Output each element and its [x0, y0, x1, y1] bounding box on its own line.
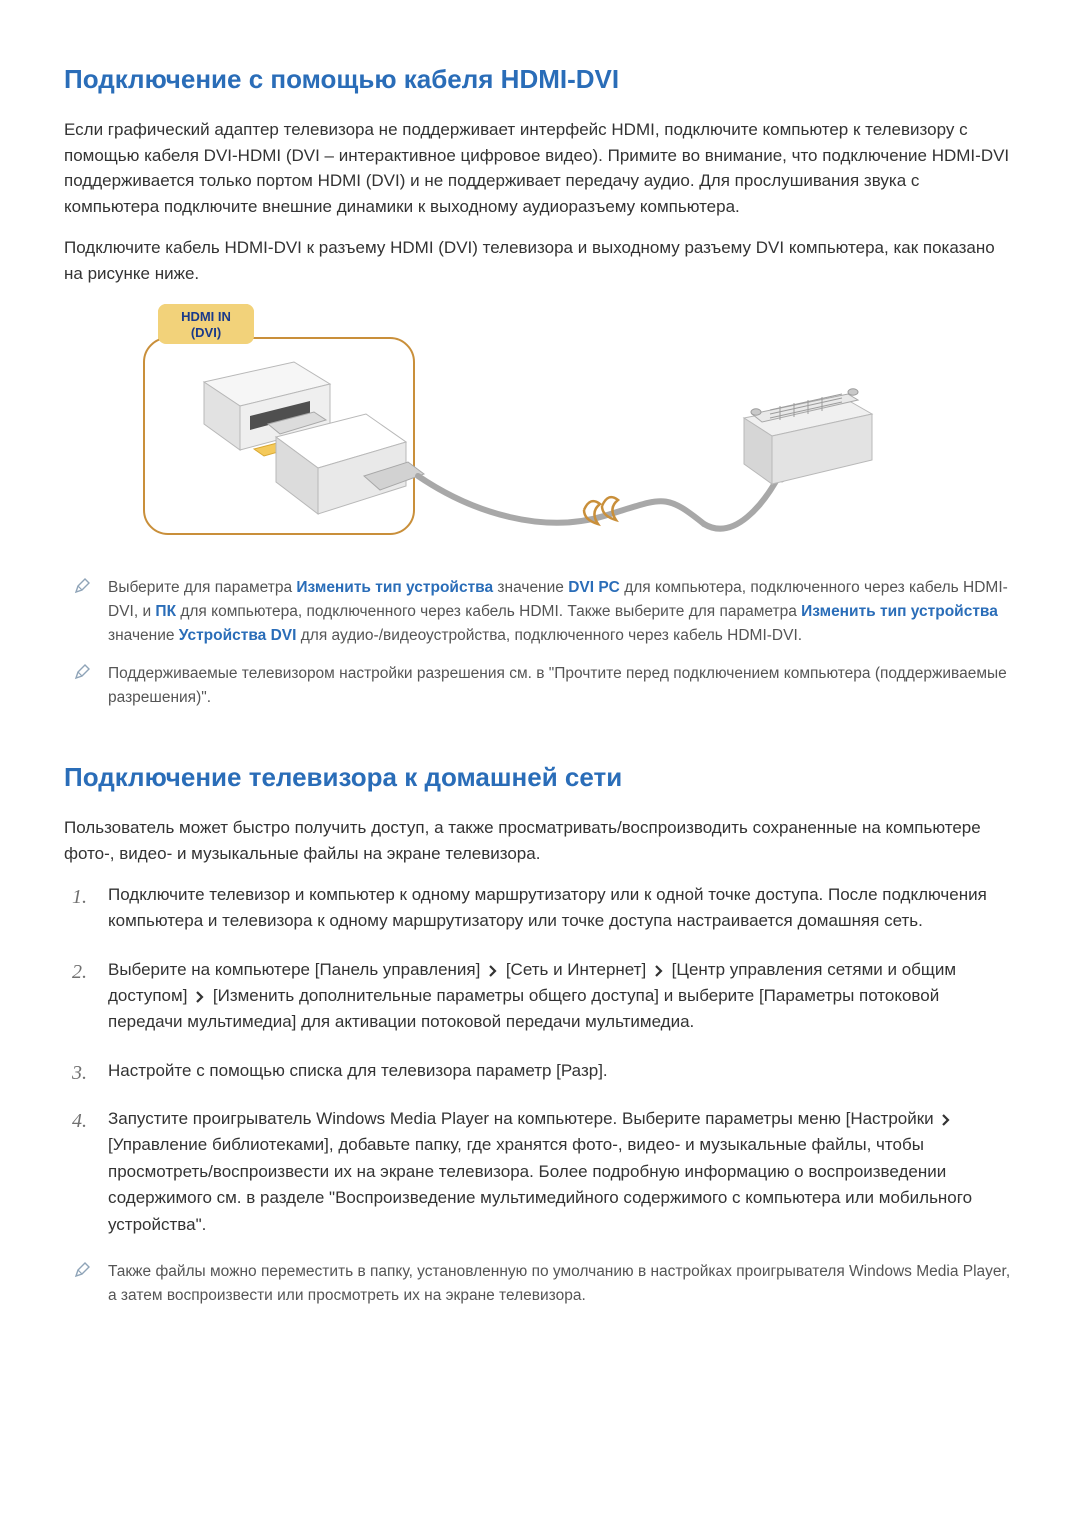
chevron-right-icon	[651, 960, 667, 979]
svg-text:(DVI): (DVI)	[191, 325, 221, 340]
step-4: Запустите проигрыватель Windows Media Pl…	[72, 1106, 1016, 1238]
pencil-icon	[74, 578, 92, 594]
svg-text:HDMI IN: HDMI IN	[181, 309, 231, 324]
hdmi-dvi-diagram-svg: HDMI IN (DVI) HDMI IN (DVI)	[104, 304, 884, 554]
section1-heading: Подключение с помощью кабеля HDMI-DVI	[64, 60, 1016, 99]
pencil-icon	[74, 664, 92, 680]
section2-heading: Подключение телевизора к домашней сети	[64, 758, 1016, 797]
hdmi-dvi-diagram: HDMI IN (DVI) HDMI IN (DVI)	[104, 304, 1016, 554]
section1-para1: Если графический адаптер телевизора не п…	[64, 117, 1016, 219]
section1-note2: Поддерживаемые телевизором настройки раз…	[74, 662, 1016, 710]
chevron-right-icon	[192, 986, 208, 1005]
section2-steps: Подключите телевизор и компьютер к одном…	[72, 882, 1016, 1238]
diagram-cable-tail	[704, 474, 780, 529]
step-2: Выберите на компьютере [Панель управлени…	[72, 957, 1016, 1036]
diagram-cable	[418, 476, 704, 524]
chevron-right-icon	[938, 1109, 954, 1128]
section1-para2: Подключите кабель HDMI-DVI к разъему HDM…	[64, 235, 1016, 286]
step-3: Настройте с помощью списка для телевизор…	[72, 1058, 1016, 1084]
pencil-icon	[74, 1262, 92, 1278]
section1-note1-text: Выберите для параметра Изменить тип устр…	[108, 576, 1016, 648]
section1-note1: Выберите для параметра Изменить тип устр…	[74, 576, 1016, 648]
section2-note: Также файлы можно переместить в папку, у…	[74, 1260, 1016, 1308]
section2-intro: Пользователь может быстро получить досту…	[64, 815, 1016, 866]
chevron-right-icon	[485, 960, 501, 979]
section1-note2-text: Поддерживаемые телевизором настройки раз…	[108, 662, 1016, 710]
section2-note-text: Также файлы можно переместить в папку, у…	[108, 1260, 1016, 1308]
diagram-dvi-plug	[744, 389, 872, 484]
step-1: Подключите телевизор и компьютер к одном…	[72, 882, 1016, 935]
